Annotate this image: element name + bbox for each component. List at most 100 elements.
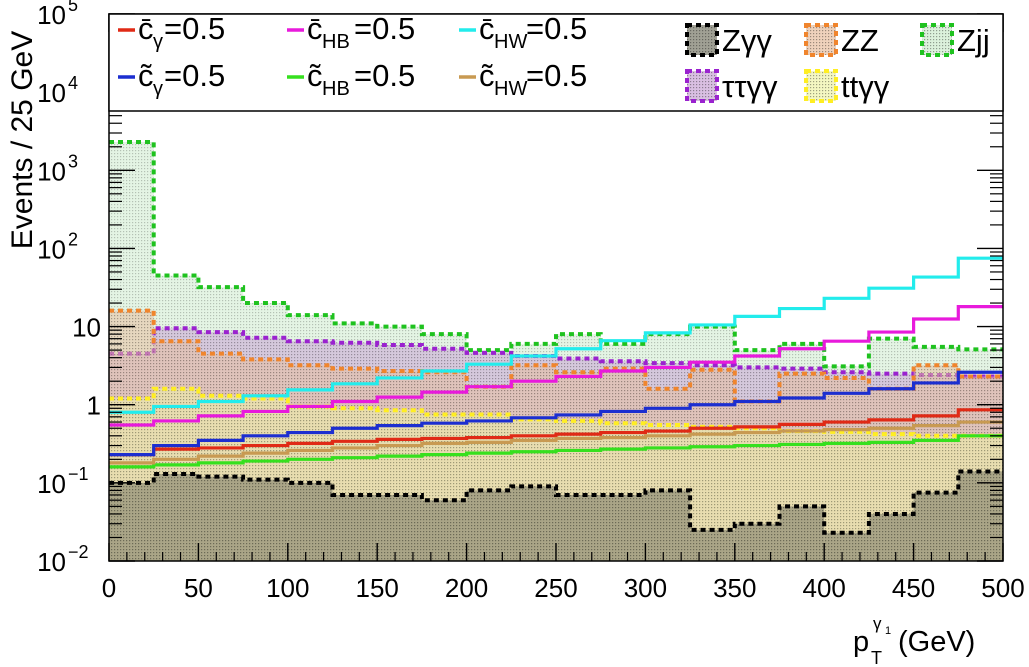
legend-entry-signal-3: c̃ γ =0.5 [118,58,225,100]
legend-label-tt-4: ttγγ [841,69,890,104]
legend-label-value-2: =0.5 [526,11,587,46]
y-tick-label-base-0: 10 [37,547,66,577]
y-tick-label-base-2: 1 [87,391,101,421]
x-tick-label-1: 50 [184,573,213,603]
legend-swatch-pattern-4 [806,71,836,101]
legend-box [108,13,1004,112]
bar-pattern-z-15 [779,506,825,561]
x-tick-label-2: 100 [266,573,309,603]
bar-pattern-z-19 [958,471,1003,561]
bar-pattern-z-14 [734,523,780,561]
y-tick-label-base-6: 10 [37,78,66,108]
legend-label-value-0: =0.5 [164,11,225,46]
bar-pattern-z-10 [556,494,601,561]
y-tick-label-exp-1: −1 [68,464,89,484]
legend-swatch-pattern-1 [806,25,836,55]
y-tick-label-4: 10 2 [37,229,78,264]
legend-label-value-3: =0.5 [164,58,225,93]
y-tick-label-7: 10 5 [37,0,78,30]
signal-line-2 [109,256,1003,414]
legend-swatch-border-2 [920,23,954,57]
bar-pattern-z-3 [243,479,288,561]
y-tick-label-5: 10 3 [37,151,78,186]
legend-entry-signal-5: c̃ HW=0.5 [459,58,587,100]
legend-entry-z-0: Zγγ [685,23,772,58]
legend-entry-zz-1: ZZ [804,23,879,58]
legend-label-value-5: =0.5 [526,58,587,93]
y-tick-label-0: 10 −2 [37,542,88,577]
legend-swatch-border-0 [685,23,719,57]
legend-label-letter-1: c̄ [307,11,323,46]
legend-label-sub-4: HB [322,78,350,100]
bar-pattern-z-0 [109,482,154,561]
y-tick-label-exp-4: 2 [68,229,78,249]
signal-line-4 [109,434,1003,469]
x-axis-label-sub: T [871,648,882,667]
legend-label-sub-5: HW [494,78,527,100]
x-tick-label-6: 300 [624,573,667,603]
x-tick-label-9: 450 [892,573,935,603]
legend-label-sub-1: HB [322,31,350,53]
series-line-zz [109,308,1003,404]
y-tick-label-base-4: 10 [37,234,66,264]
x-tick-label-7: 350 [713,573,756,603]
signal-line-1 [109,305,1003,427]
bar-pattern-z-13 [690,529,735,561]
legend-label-zjj-2: Zjj [957,23,990,58]
bar-pattern-z-8 [466,490,512,561]
legend-label-zz-1: ZZ [841,23,879,58]
y-tick-label-3: 10 [72,313,101,343]
x-axis-label-sup: γ [873,614,882,633]
series-line-z [109,469,1003,535]
legend-entry-series-3: ττγγ [685,69,778,104]
legend-label-letter-2: c̄ [479,11,495,46]
y-tick-label-exp-7: 5 [68,0,78,15]
legend-entry-signal-4: c̃ HB =0.5 [287,58,415,100]
legend-label-series-3: ττγγ [722,69,778,104]
x-axis-label-unit: (GeV) [898,626,975,658]
y-tick-label-6: 10 4 [37,73,78,108]
bar-pattern-z-6 [377,494,422,561]
series-z-4 [109,469,1003,561]
plot-area [109,140,1003,561]
bar-pattern-z-17 [868,513,914,561]
legend-label-z-0: Zγγ [722,23,772,58]
y-tick-label-base-5: 10 [37,156,66,186]
bar-pattern-z-16 [824,532,869,561]
legend-label-sub-0: γ [153,31,163,53]
legend-label-sub-3: γ [153,78,163,100]
x-tick-label-0: 0 [102,573,116,603]
legend: c̄ γ =0.5 c̄ HB =0.5 c̄ HW=0.5c̃ γ =0.5 c̃ HB =0.5 c̃… [108,11,1004,112]
y-tick-label-exp-0: −2 [68,542,89,562]
legend-entry-zjj-2: Zjj [920,23,990,58]
legend-label-letter-5: c̃ [479,58,495,93]
legend-label-value-4: =0.5 [354,58,415,93]
x-axis-label-sup-sub: 1 [885,625,891,637]
legend-label-letter-3: c̃ [138,58,154,93]
y-tick-label-2: 1 [87,391,101,421]
x-tick-label-3: 150 [356,573,399,603]
bar-pattern-z-12 [645,490,691,561]
x-tick-label-8: 400 [803,573,846,603]
bar-pattern-z-1 [153,473,199,561]
signal-line-0 [109,408,1003,457]
bar-pattern-z-7 [421,500,467,561]
legend-swatch-border-4 [804,69,838,103]
y-tick-label-exp-6: 4 [68,73,78,93]
legend-entry-signal-2: c̄ HW=0.5 [459,11,587,53]
x-axis-label-main: p [853,626,869,658]
legend-swatch-pattern-2 [922,25,952,55]
x-axis-label: p T γ 1 (GeV) [853,614,975,667]
legend-label-value-1: =0.5 [354,11,415,46]
y-axis-label: Events / 25 GeV [6,31,39,249]
bar-pattern-z-18 [913,492,959,561]
y-tick-label-exp-5: 3 [68,151,78,171]
signal-line-5 [109,420,1003,465]
signal-line-3 [109,370,1003,457]
series-line-series [109,326,1003,379]
x-tick-label-5: 250 [534,573,577,603]
legend-swatch-border-1 [804,23,838,57]
x-tick-label-10: 500 [981,573,1024,603]
bar-pattern-z-9 [511,486,556,561]
